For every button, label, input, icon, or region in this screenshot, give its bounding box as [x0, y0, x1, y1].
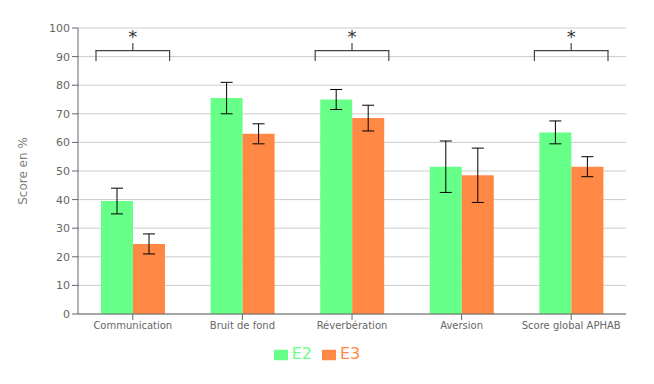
svg-text:10: 10: [56, 279, 70, 292]
html-text:E3: E3: [340, 344, 361, 363]
svg-text:Communication: Communication: [93, 320, 172, 331]
html-text:E2: E2: [291, 344, 312, 363]
svg-text:50: 50: [56, 165, 70, 178]
svg-text:20: 20: [56, 251, 70, 264]
svg-text:*: *: [128, 26, 137, 47]
svg-text:Aversion: Aversion: [440, 320, 483, 331]
svg-text:Score global APHAB: Score global APHAB: [522, 320, 621, 331]
svg-text:30: 30: [56, 222, 70, 235]
svg-text:Réverbération: Réverbération: [317, 320, 388, 331]
svg-text:80: 80: [56, 79, 70, 92]
svg-text:*: *: [348, 26, 357, 47]
svg-text:100: 100: [49, 22, 70, 35]
svg-text:70: 70: [56, 108, 70, 121]
svg-text:90: 90: [56, 51, 70, 64]
svg-text:0: 0: [63, 308, 70, 321]
svg-text:Score en %: Score en %: [16, 137, 30, 205]
svg-text:40: 40: [56, 194, 70, 207]
svg-text:*: *: [567, 26, 576, 47]
svg-text:Bruit de fond: Bruit de fond: [210, 320, 275, 331]
svg-text:60: 60: [56, 136, 70, 149]
